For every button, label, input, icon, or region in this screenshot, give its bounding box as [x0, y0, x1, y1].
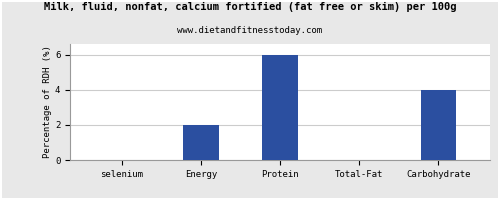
- Y-axis label: Percentage of RDH (%): Percentage of RDH (%): [43, 46, 52, 158]
- Bar: [183, 125, 218, 160]
- Bar: [262, 55, 298, 160]
- Bar: [420, 90, 456, 160]
- Text: Milk, fluid, nonfat, calcium fortified (fat free or skim) per 100g: Milk, fluid, nonfat, calcium fortified (…: [44, 2, 456, 12]
- Text: www.dietandfitnesstoday.com: www.dietandfitnesstoday.com: [178, 26, 322, 35]
